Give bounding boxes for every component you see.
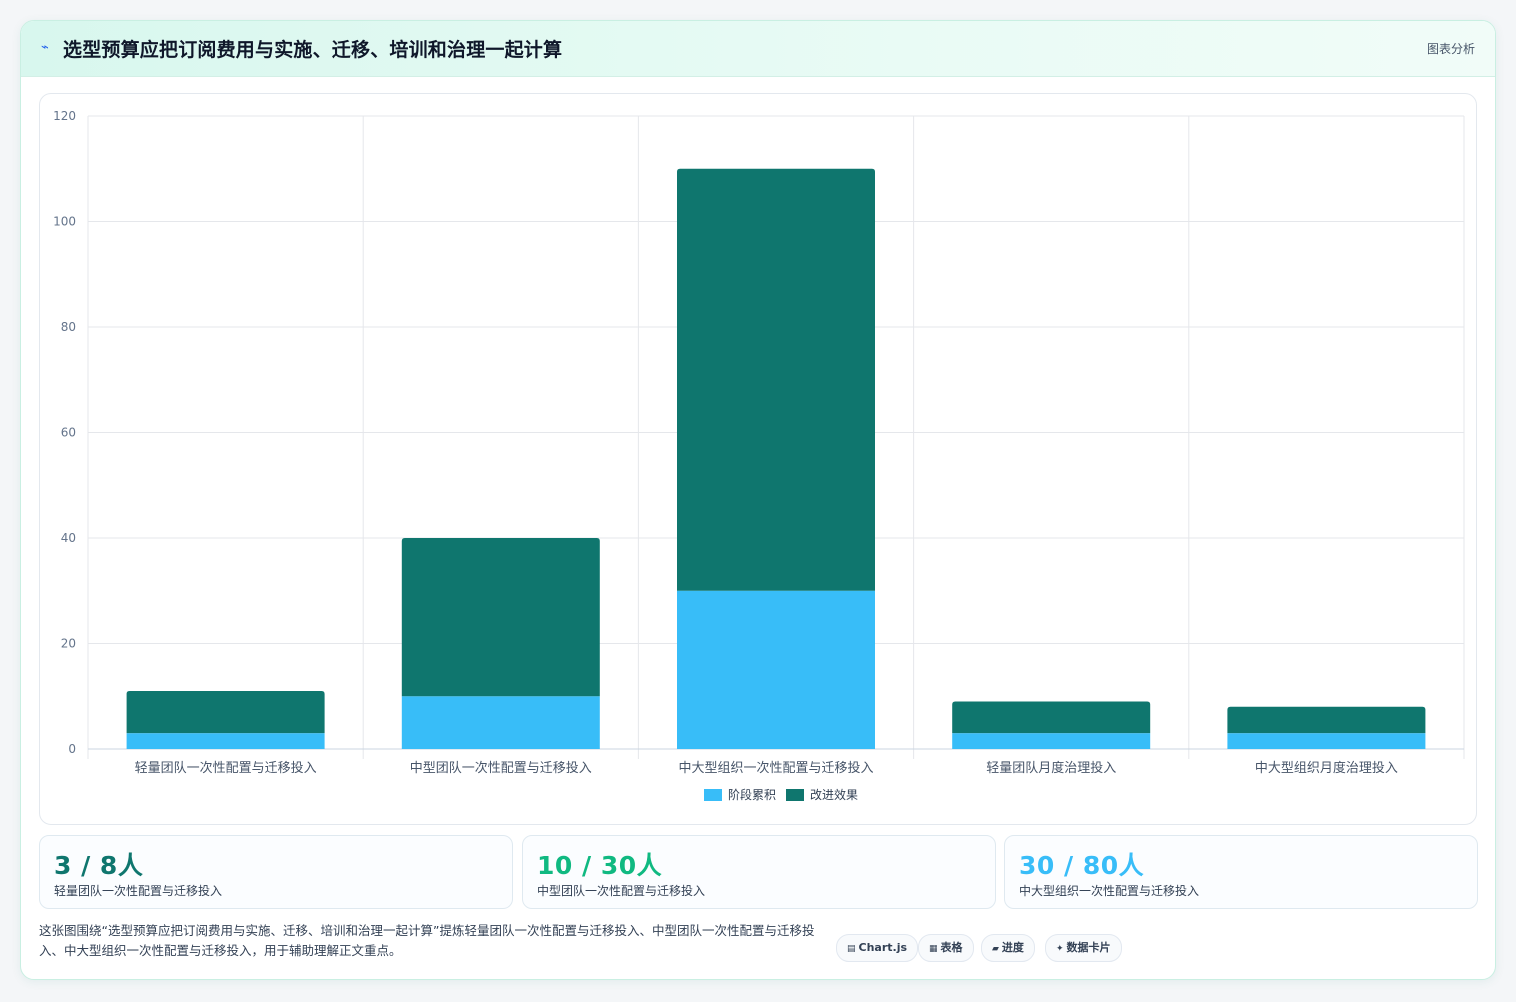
x-tick-label: 中大型组织月度治理投入 — [1255, 760, 1398, 776]
bar-segment — [1227, 706, 1426, 734]
x-tick-label: 中大型组织一次性配置与迁移投入 — [678, 760, 873, 776]
stacked-bar-chart: 0 20 40 60 80 100 120 轻量团队一次性配置与迁移投入 中型团队一次性配置与迁… — [53, 109, 1465, 802]
legend-label: 改进效果 — [810, 787, 858, 802]
tag-data-card[interactable]: ✦ 数据卡片 — [1045, 934, 1122, 962]
stat-label: 轻量团队一次性配置与迁移投入 — [54, 884, 223, 898]
bar-segment — [677, 168, 875, 591]
chart-description: 这张图围绕“选型预算应把订阅费用与实施、迁移、培训和治理一起计算”提炼轻量团队一… — [39, 923, 815, 958]
tag-label: Chart.js — [858, 941, 908, 954]
legend-label: 阶段累积 — [728, 787, 776, 802]
tag-progress[interactable]: ▰ 进度 — [981, 934, 1035, 962]
chart-analysis-link[interactable]: 图表分析 — [1426, 42, 1475, 56]
bar-segment — [952, 701, 1151, 734]
chart-card: ⌁ 选型预算应把订阅费用与实施、迁移、培训和治理一起计算 图表分析 0 20 40 6… — [20, 20, 1496, 980]
tag-label: 表格 — [940, 941, 963, 954]
tag-label: 进度 — [1001, 941, 1024, 954]
table-icon: ▦ — [929, 944, 938, 954]
sparkline-icon: ⌁ — [41, 40, 49, 55]
tag-table[interactable]: ▦ 表格 — [918, 934, 974, 962]
x-tick-label: 中型团队一次性配置与迁移投入 — [410, 760, 592, 776]
tag-chartjs[interactable]: ▤ Chart.js — [836, 934, 919, 962]
stat-label: 中大型组织一次性配置与迁移投入 — [1019, 884, 1200, 898]
chart-icon: ▤ — [847, 944, 856, 954]
bar-segment — [126, 690, 325, 734]
bar-segment — [401, 696, 600, 749]
x-tick-label: 轻量团队月度治理投入 — [986, 760, 1116, 776]
tag-label: 数据卡片 — [1066, 941, 1111, 954]
y-tick-label: 0 — [68, 742, 76, 756]
stat-value: 3 / 8人 — [54, 851, 144, 880]
bar-segment — [126, 733, 325, 749]
stat-card-large: 30 / 80人 中大型组织一次性配置与迁移投入 — [1004, 835, 1478, 909]
progress-icon: ▰ — [992, 944, 999, 954]
y-tick-label: 60 — [61, 426, 76, 440]
legend-swatch — [786, 789, 804, 801]
x-tick-label: 轻量团队一次性配置与迁移投入 — [135, 760, 317, 776]
y-tick-label: 80 — [61, 320, 76, 334]
card-header: ⌁ 选型预算应把订阅费用与实施、迁移、培训和治理一起计算 图表分析 — [21, 21, 1495, 77]
y-tick-label: 100 — [53, 215, 76, 229]
stat-label: 中型团队一次性配置与迁移投入 — [537, 884, 706, 898]
y-tick-label: 120 — [53, 109, 76, 123]
y-tick-label: 20 — [61, 637, 76, 651]
stat-value: 10 / 30人 — [537, 851, 663, 880]
legend-swatch — [704, 789, 722, 801]
page-title: 选型预算应把订阅费用与实施、迁移、培训和治理一起计算 — [63, 39, 563, 61]
bar-segment — [952, 733, 1151, 749]
card-icon: ✦ — [1056, 944, 1064, 954]
bar-segment — [677, 590, 875, 749]
chart-container: 0 20 40 60 80 100 120 轻量团队一次性配置与迁移投入 中型团队一次性配置与迁… — [39, 93, 1477, 825]
stat-card-medium: 10 / 30人 中型团队一次性配置与迁移投入 — [522, 835, 996, 909]
bar-segment — [1227, 733, 1426, 749]
bar-segment — [401, 538, 600, 697]
stat-value: 30 / 80人 — [1019, 851, 1145, 880]
stat-card-light: 3 / 8人 轻量团队一次性配置与迁移投入 — [39, 835, 513, 909]
y-tick-label: 40 — [61, 531, 76, 545]
